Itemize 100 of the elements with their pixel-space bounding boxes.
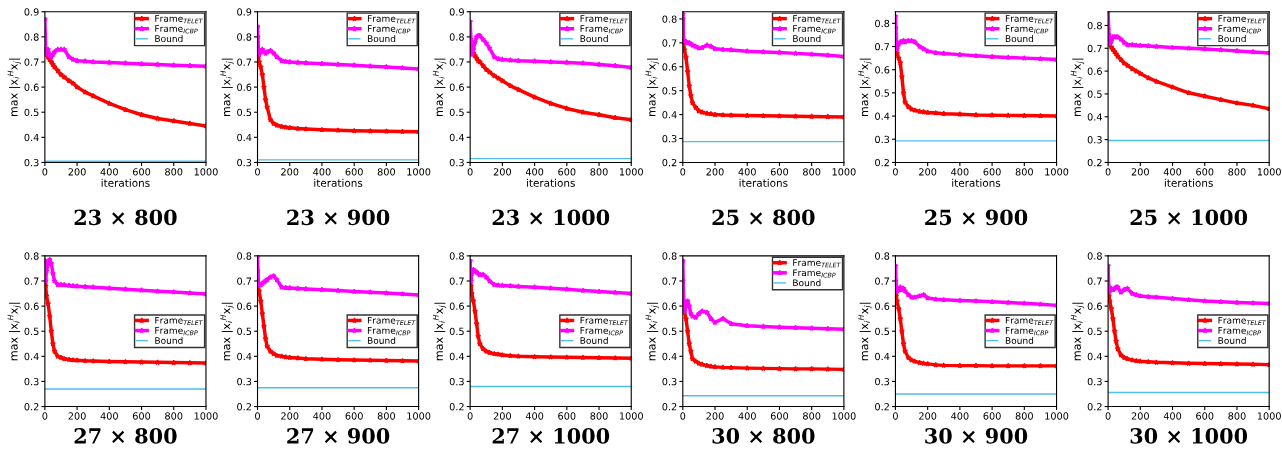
x-tick-label: 600 — [132, 168, 151, 176]
y-tick-label: 0.8 — [237, 252, 252, 260]
legend-label: Frame$_{ICBP}$ — [1218, 25, 1261, 34]
y-axis-title: max |x$_{i}$$^{H}$x$_{j}$| — [7, 302, 21, 361]
y-tick-label: 0.6 — [237, 302, 252, 310]
legend-label: Bound — [367, 336, 396, 344]
text: 27 × 800 — [74, 427, 177, 444]
x-tick-label: 1000 — [194, 168, 218, 176]
y-tick-label: 0.6 — [1087, 67, 1102, 75]
x-tick-label: 800 — [165, 412, 183, 420]
y-tick-label: 0.2 — [1087, 403, 1102, 411]
x-tick-label: 0 — [680, 168, 686, 176]
y-tick-label: 0.7 — [662, 277, 677, 285]
y-tick-label: 0.4 — [237, 133, 252, 142]
legend-label: Bound — [580, 35, 608, 43]
y-axis-title: max |x$_{i}$$^{H}$x$_{j}$| — [220, 58, 234, 117]
y-axis-title: max |x$_{i}$$^{H}$x$_{j}$| — [645, 302, 659, 361]
y-tick-label: 0.5 — [449, 108, 464, 117]
x-axis-title: iterations — [739, 178, 788, 187]
text: 30 × 800 — [712, 427, 815, 444]
x-tick-label: 600 — [770, 412, 789, 420]
x-tick-label: 0 — [892, 168, 898, 176]
x-tick-label: 600 — [345, 168, 363, 176]
y-tick-label: 0.3 — [449, 158, 464, 167]
legend-label: Frame$_{ICBP}$ — [580, 327, 623, 336]
legend-label: Frame$_{TELET}$ — [580, 317, 629, 326]
y-axis-title: max |x$_{i}$$^{H}$x$_{j}$| — [1070, 58, 1085, 117]
y-tick-label: 0.8 — [237, 33, 252, 41]
legend-label: Frame$_{ICBP}$ — [793, 269, 836, 278]
y-tick-label: 0.9 — [237, 8, 252, 16]
x-axis-title: iterations — [1164, 178, 1213, 187]
legend-label: Frame$_{TELET}$ — [1005, 15, 1054, 24]
y-tick-label: 0.8 — [24, 252, 39, 260]
x-tick-label: 1000 — [1045, 412, 1069, 420]
legend-label: Frame$_{TELET}$ — [155, 317, 203, 326]
x-axis-title: iterations — [314, 178, 363, 187]
legend-label: Frame$_{ICBP}$ — [1005, 25, 1049, 34]
x-tick-label: 800 — [590, 168, 608, 176]
x-tick-label: 400 — [951, 168, 969, 176]
x-tick-label: 600 — [770, 168, 789, 176]
x-axis-title: iterations — [952, 178, 1001, 187]
x-tick-label: 400 — [100, 412, 118, 420]
y-tick-label: 0.4 — [875, 352, 890, 361]
legend-label: Frame$_{TELET}$ — [1218, 15, 1267, 24]
x-tick-label: 600 — [983, 412, 1001, 420]
legend-label: Frame$_{TELET}$ — [793, 259, 841, 268]
y-axis-title: max |x$_{i}$$^{H}$x$_{j}$| — [858, 58, 872, 117]
x-tick-label: 200 — [493, 168, 512, 176]
x-tick-label: 0 — [1105, 412, 1111, 420]
x-tick-label: 800 — [803, 168, 821, 176]
y-tick-label: 0.4 — [1087, 113, 1102, 121]
legend-label: Bound — [155, 336, 183, 344]
legend-label: Bound — [367, 35, 396, 43]
y-axis-title: max |x$_{i}$$^{H}$x$_{j}$| — [7, 58, 21, 117]
x-tick-label: 1000 — [1045, 168, 1069, 176]
y-tick-label: 0.5 — [875, 89, 890, 97]
y-tick-label: 0.4 — [24, 352, 39, 361]
y-tick-label: 0.2 — [237, 403, 251, 411]
x-tick-label: 800 — [1228, 412, 1246, 420]
legend-label: Frame$_{ICBP}$ — [367, 25, 411, 34]
y-tick-label: 0.6 — [449, 83, 464, 91]
x-tick-label: 1000 — [832, 168, 856, 176]
y-tick-label: 0.7 — [24, 277, 39, 285]
x-tick-label: 600 — [558, 168, 576, 176]
y-tick-label: 0.2 — [875, 158, 889, 167]
y-tick-label: 0.6 — [875, 302, 890, 310]
x-tick-label: 600 — [1196, 412, 1214, 420]
y-axis-title: max |x$_{i}$$^{H}$x$_{j}$| — [858, 302, 872, 361]
legend-label: Bound — [580, 336, 608, 344]
x-tick-label: 1000 — [832, 412, 856, 420]
x-tick-label: 200 — [68, 168, 86, 176]
legend-label: Frame$_{ICBP}$ — [155, 327, 198, 336]
y-tick-label: 0.8 — [1087, 252, 1102, 260]
y-tick-label: 0.6 — [449, 302, 464, 310]
x-tick-label: 800 — [803, 412, 821, 420]
y-tick-label: 0.3 — [1087, 377, 1102, 386]
y-axis-title: max |x$_{i}$$^{H}$x$_{j}$| — [645, 58, 659, 117]
x-tick-label: 400 — [738, 168, 756, 176]
x-tick-label: 0 — [892, 412, 898, 420]
text: 27 × 900 — [287, 427, 390, 444]
y-tick-label: 0.3 — [237, 377, 252, 386]
y-tick-label: 0.7 — [449, 277, 464, 285]
legend-label: Bound — [1005, 35, 1034, 43]
x-tick-label: 200 — [1131, 412, 1149, 420]
y-tick-label: 0.4 — [24, 133, 39, 142]
y-tick-label: 0.3 — [24, 377, 39, 386]
y-tick-label: 0.3 — [875, 135, 890, 144]
x-tick-label: 1000 — [619, 168, 643, 176]
legend-label: Frame$_{TELET}$ — [367, 15, 416, 24]
y-tick-label: 0.8 — [1087, 21, 1102, 30]
y-tick-label: 0.7 — [449, 58, 464, 66]
y-tick-label: 0.9 — [449, 8, 464, 16]
y-tick-label: 0.7 — [1087, 44, 1102, 53]
y-tick-label: 0.5 — [449, 327, 464, 336]
x-tick-label: 1000 — [619, 412, 643, 420]
y-tick-label: 0.4 — [875, 112, 890, 120]
x-tick-label: 1000 — [407, 412, 431, 420]
x-tick-label: 800 — [377, 412, 396, 420]
legend-label: Bound — [155, 35, 183, 43]
y-tick-label: 0.7 — [237, 277, 252, 285]
